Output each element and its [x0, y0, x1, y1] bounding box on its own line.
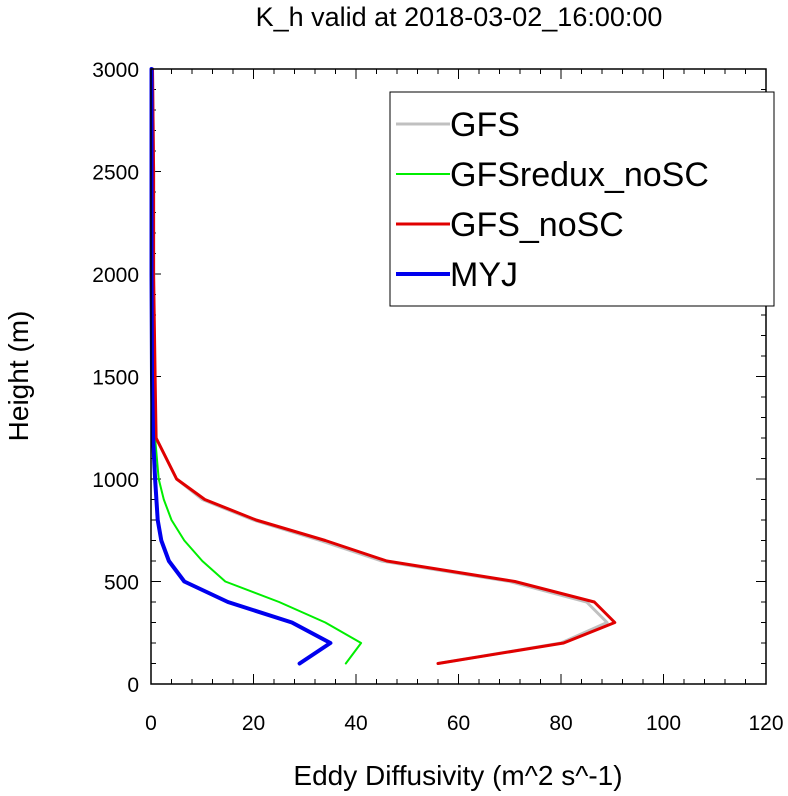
x-tick-label: 80: [549, 712, 572, 735]
x-tick-label: 0: [145, 712, 157, 735]
x-tick-label: 60: [447, 712, 470, 735]
y-tick-label: 1500: [92, 367, 139, 390]
y-tick-label: 1000: [92, 469, 139, 492]
chart-title: K_h valid at 2018-03-02_16:00:00: [256, 2, 663, 32]
legend-label-gfsredux-nosc: GFSredux_noSC: [450, 156, 709, 194]
legend-label-myj: MYJ: [450, 256, 518, 294]
series-line-gfsredux-nosc: [150, 68, 363, 665]
y-tick-label: 2000: [92, 264, 139, 287]
legend-items: GFS GFSredux_noSC GFS_noSC MYJ: [396, 106, 709, 294]
x-tick-label: 40: [344, 712, 367, 735]
legend: GFS GFSredux_noSC GFS_noSC MYJ: [389, 91, 775, 307]
x-tick-label: 120: [748, 712, 783, 735]
y-tick-label: 3000: [92, 59, 139, 82]
x-tick-label: 100: [646, 712, 681, 735]
legend-label-gfs: GFS: [450, 106, 520, 144]
legend-label-gfs-nosc: GFS_noSC: [450, 206, 624, 244]
y-tick-label: 500: [104, 572, 139, 595]
x-axis-title: Eddy Diffusivity (m^2 s^-1): [293, 760, 622, 791]
y-tick-label: 2500: [92, 162, 139, 185]
y-tick-label: 0: [127, 674, 139, 697]
series-line-gfs-nosc: [151, 67, 617, 665]
y-axis-title: Height (m): [3, 311, 34, 442]
x-tick-label: 20: [242, 712, 265, 735]
plot-frame: [150, 68, 767, 685]
series-line-myj: [149, 67, 333, 666]
legend-box: [389, 91, 775, 307]
tick-labels: 0 20 40 60 80 100 120 0 500 1000 1500 2000 2500 3000: [92, 59, 783, 735]
